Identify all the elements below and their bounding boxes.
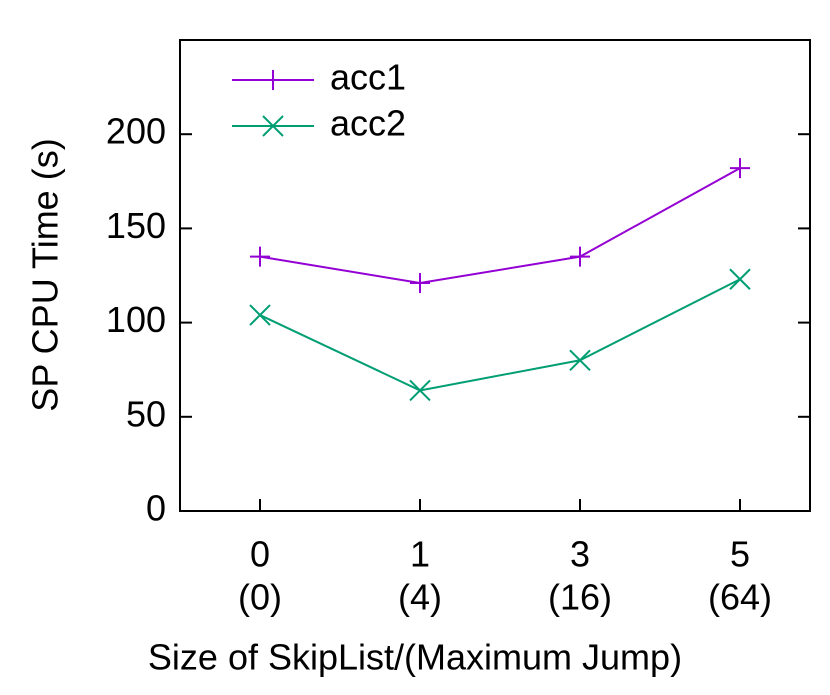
point-marker (729, 268, 751, 290)
point-marker (730, 158, 750, 179)
y-tick-label: 50 (126, 393, 166, 434)
y-tick-label: 200 (106, 111, 166, 152)
legend-marker (263, 70, 283, 90)
x-tick-sublabel: (4) (398, 577, 442, 618)
x-tick-label: 0 (250, 534, 270, 575)
x-tick-label: 1 (410, 534, 430, 575)
point-marker (410, 273, 430, 294)
series-line (259, 167, 741, 285)
x-tick-label: 5 (730, 534, 750, 575)
legend-marker (262, 115, 284, 137)
x-tick-sublabel: (64) (708, 577, 772, 618)
y-tick-label: 100 (106, 299, 166, 340)
legend-label: acc1 (330, 57, 406, 98)
point-marker (249, 304, 271, 326)
legend-label: acc2 (330, 103, 406, 144)
y-tick-label: 0 (146, 488, 166, 529)
y-tick-label: 150 (106, 205, 166, 246)
point-marker (250, 246, 270, 267)
series-line (259, 278, 741, 392)
plot-border (179, 39, 811, 512)
x-tick-sublabel: (16) (548, 577, 612, 618)
y-axis-label: SP CPU Time (s) (25, 138, 66, 411)
point-marker (570, 246, 590, 267)
x-tick-label: 3 (570, 534, 590, 575)
point-marker (409, 379, 431, 402)
x-tick-sublabel: (0) (238, 577, 282, 618)
point-marker (569, 349, 591, 371)
x-axis-label: Size of SkipList/(Maximum Jump) (148, 637, 682, 678)
